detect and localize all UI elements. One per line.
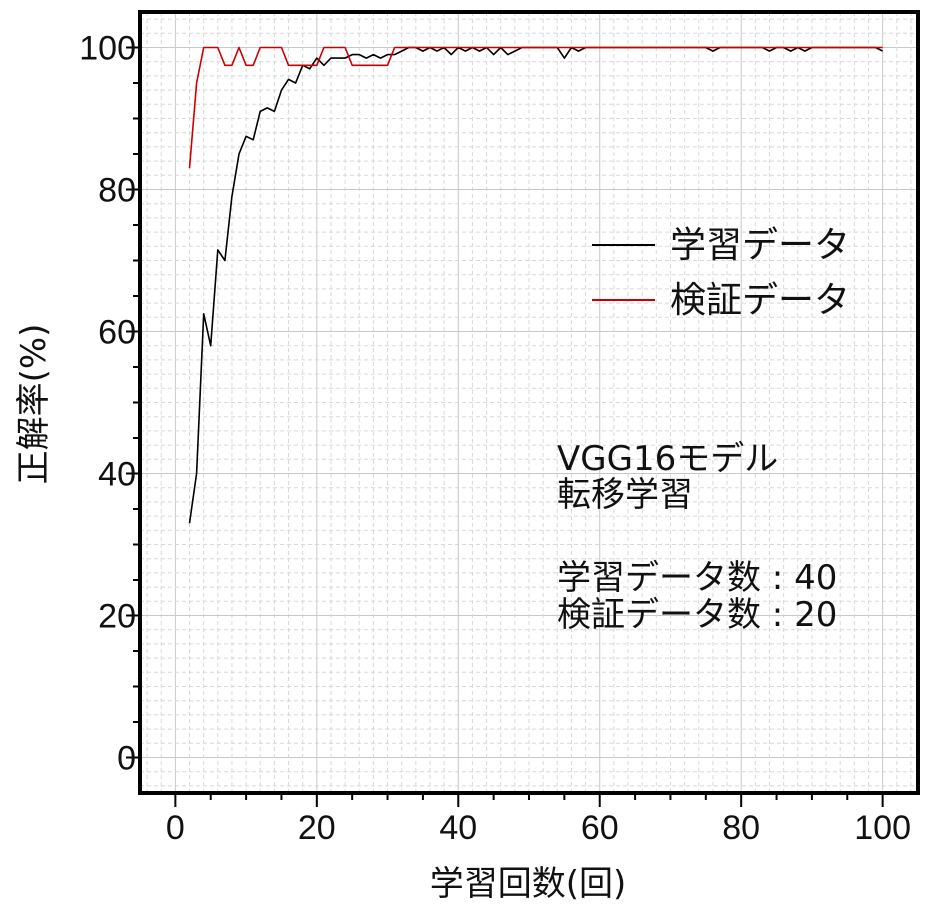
y-axis-title: 正解率(%) xyxy=(14,324,54,485)
annotation-val-count: 検証データ数 : 20 xyxy=(557,595,837,635)
x-tick-label: 0 xyxy=(166,809,185,847)
annotation-method: 転移学習 xyxy=(557,475,693,515)
series-line-val xyxy=(188,46,883,169)
x-axis-title: 学習回数(回) xyxy=(430,864,627,904)
y-tick-label: 60 xyxy=(98,314,136,352)
y-tick-label: 40 xyxy=(98,456,136,494)
x-tick-label: 60 xyxy=(581,809,619,847)
x-tick-label: 80 xyxy=(722,809,760,847)
y-tick-label: 20 xyxy=(98,598,136,636)
legend-label-train: 学習データ xyxy=(670,225,850,266)
grid xyxy=(140,12,918,793)
annotation-block: VGG16モデル 転移学習 学習データ数 : 40 検証データ数 : 20 xyxy=(557,439,837,635)
y-tick-label: 80 xyxy=(98,172,136,210)
annotation-train-count: 学習データ数 : 40 xyxy=(557,558,837,598)
axis-tick-labels: 0 20 40 60 80 100 0 20 40 60 80 100 xyxy=(79,30,911,848)
legend: 学習データ 検証データ xyxy=(592,225,850,321)
y-tick-label: 0 xyxy=(117,740,136,778)
y-tick-label: 100 xyxy=(79,30,136,68)
x-tick-label: 40 xyxy=(439,809,477,847)
x-tick-label: 20 xyxy=(298,809,336,847)
annotation-model: VGG16モデル xyxy=(557,439,778,479)
x-tick-label: 100 xyxy=(854,809,911,847)
series-layer xyxy=(188,46,883,524)
legend-label-val: 検証データ xyxy=(670,280,850,321)
axis-ticks xyxy=(126,46,884,807)
